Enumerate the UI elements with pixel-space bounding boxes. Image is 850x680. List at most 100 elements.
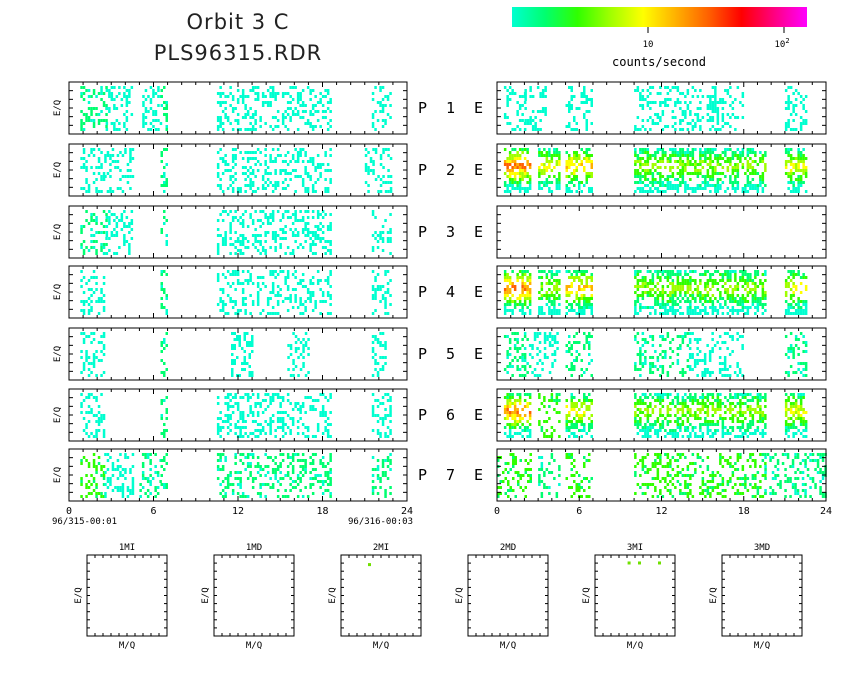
heat-cell: [741, 273, 745, 276]
heat-cell: [548, 279, 551, 282]
heat-cell: [311, 104, 315, 107]
heat-cell: [784, 172, 788, 175]
heat-cell: [719, 187, 722, 190]
heat-cell: [279, 237, 282, 240]
heat-cell: [699, 291, 702, 294]
heat-cell: [674, 288, 677, 291]
right-spectrogram-band-2-5: [784, 148, 808, 193]
heat-cell: [784, 166, 788, 169]
heat-cell: [523, 282, 527, 285]
heat-cell: [259, 276, 262, 279]
heat-cell: [226, 282, 230, 285]
heat-cell: [266, 172, 270, 175]
heat-cell: [636, 169, 640, 172]
heat-cell: [784, 128, 788, 131]
heat-cell: [578, 279, 581, 282]
heat-cell: [289, 417, 292, 420]
heat-cell: [721, 107, 725, 110]
heat-cell: [669, 297, 672, 300]
heat-cell: [261, 429, 265, 432]
heat-cell: [231, 411, 235, 414]
heat-cell: [736, 374, 739, 377]
heat-cell: [704, 282, 707, 285]
heat-cell: [387, 181, 390, 184]
heat-cell: [234, 426, 237, 429]
heat-cell: [802, 309, 805, 312]
heat-cell: [379, 231, 382, 234]
heat-cell: [259, 432, 262, 435]
heat-cell: [802, 157, 805, 160]
heat-cell: [676, 89, 680, 92]
heat-cell: [90, 113, 93, 116]
heat-cell: [784, 300, 788, 303]
heat-cell: [236, 420, 240, 423]
heat-cell: [721, 341, 724, 344]
heat-cell: [784, 279, 788, 282]
heat-cell: [649, 107, 652, 110]
heat-cell: [87, 405, 91, 408]
heat-cell: [746, 190, 750, 193]
heat-cell: [367, 166, 370, 169]
heat-cell: [764, 184, 767, 187]
heat-cell: [234, 163, 237, 166]
heat-cell: [585, 175, 588, 178]
heat-cell: [216, 163, 220, 166]
heat-cell: [639, 163, 642, 166]
heat-cell: [87, 393, 91, 396]
heat-cell: [686, 306, 690, 309]
heat-cell: [149, 128, 153, 131]
heat-cell: [102, 210, 106, 213]
heat-cell: [284, 423, 287, 426]
heat-cell: [269, 417, 272, 420]
heat-cell: [518, 368, 522, 371]
heat-cell: [279, 288, 282, 291]
heat-cell: [256, 187, 260, 190]
heat-cell: [641, 294, 645, 297]
heat-cell: [681, 279, 685, 282]
heat-cell: [661, 300, 665, 303]
heat-cell: [654, 365, 657, 368]
heat-cell: [736, 365, 739, 368]
heat-cell: [709, 101, 712, 104]
heat-cell: [543, 294, 546, 297]
heat-cell: [570, 347, 573, 350]
heat-cell: [661, 285, 665, 288]
heat-cell: [296, 432, 300, 435]
e-letter: E: [474, 345, 483, 363]
heat-cell: [714, 309, 717, 312]
heat-cell: [706, 181, 710, 184]
heat-cell: [555, 160, 559, 163]
heat-cell: [95, 190, 98, 193]
heat-cell: [699, 154, 702, 157]
heat-cell: [516, 341, 519, 344]
heat-cell: [703, 374, 707, 377]
heat-cell: [548, 154, 551, 157]
heat-cell: [731, 270, 735, 273]
heat-cell: [118, 92, 121, 95]
heat-cell: [553, 288, 556, 291]
heat-cell: [664, 166, 667, 169]
heat-cell: [721, 181, 725, 184]
heat-cell: [570, 362, 573, 365]
heat-cell: [113, 213, 116, 216]
heat-cell: [526, 362, 529, 365]
heat-cell: [254, 190, 257, 193]
heat-cell: [82, 249, 86, 252]
heat-cell: [269, 104, 272, 107]
heat-cell: [644, 285, 647, 288]
heat-cell: [714, 86, 717, 89]
heat-cell: [231, 359, 234, 362]
heat-cell: [219, 157, 222, 160]
heat-cell: [284, 160, 287, 163]
heat-cell: [553, 175, 556, 178]
heat-cell: [714, 92, 717, 95]
heat-cell: [794, 285, 798, 288]
heat-cell: [759, 300, 762, 303]
heat-cell: [706, 104, 710, 107]
heat-cell: [651, 362, 655, 365]
heat-cell: [646, 104, 650, 107]
heat-cell: [321, 414, 325, 417]
heat-cell: [219, 309, 222, 312]
heat-cell: [684, 332, 687, 335]
heat-cell: [111, 154, 115, 157]
